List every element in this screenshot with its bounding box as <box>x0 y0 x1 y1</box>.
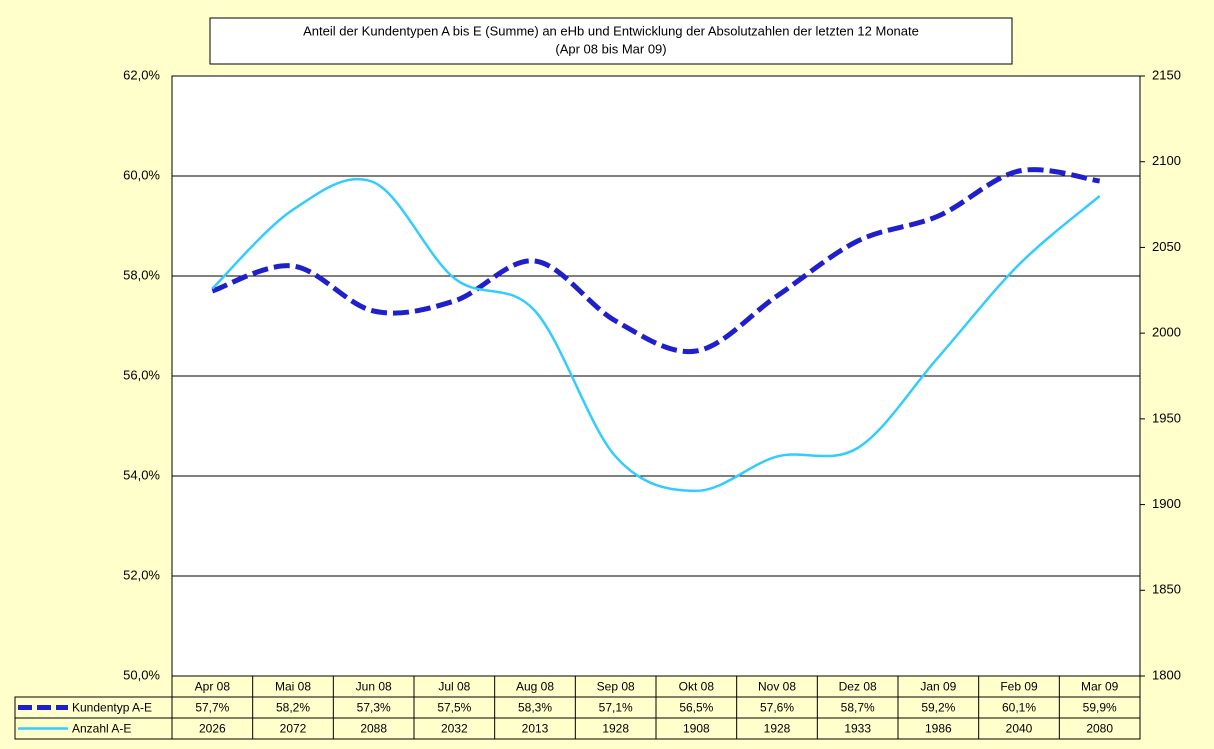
table-cell: 2040 <box>1006 722 1033 736</box>
x-tick-label: Feb 09 <box>1000 680 1038 694</box>
y-tick-label: 56,0% <box>123 367 160 382</box>
y2-tick-label: 1800 <box>1152 667 1181 682</box>
legend-label: Kundentyp A-E <box>72 701 152 715</box>
table-cell: 1986 <box>925 722 952 736</box>
table-cell: 1908 <box>683 722 710 736</box>
y2-tick-label: 2050 <box>1152 239 1181 254</box>
y-tick-label: 62,0% <box>123 67 160 82</box>
legend-label: Anzahl A-E <box>72 722 131 736</box>
x-tick-label: Jun 08 <box>356 680 392 694</box>
chart-subtitle: (Apr 08 bis Mar 09) <box>555 41 666 56</box>
y-tick-label: 54,0% <box>123 467 160 482</box>
series-line <box>211 167 1101 355</box>
table-cell: 58,3% <box>518 701 552 715</box>
table-cell: 2080 <box>1086 722 1113 736</box>
y-tick-label: 50,0% <box>123 667 160 682</box>
table-cell: 56,5% <box>679 701 713 715</box>
y2-tick-label: 1850 <box>1152 582 1181 597</box>
table-cell: 57,7% <box>195 701 229 715</box>
y2-tick-label: 2000 <box>1152 325 1181 340</box>
chart-title: Anteil der Kundentypen A bis E (Summe) a… <box>303 23 919 38</box>
table-cell: 60,1% <box>1002 701 1036 715</box>
y-tick-label: 52,0% <box>123 567 160 582</box>
table-cell: 59,2% <box>921 701 955 715</box>
series-line <box>211 177 1101 493</box>
x-tick-label: Nov 08 <box>758 680 796 694</box>
table-cell: 1928 <box>602 722 629 736</box>
x-tick-label: Mar 09 <box>1081 680 1119 694</box>
y2-tick-label: 1950 <box>1152 410 1181 425</box>
x-tick-label: Dez 08 <box>839 680 877 694</box>
table-cell: 2032 <box>441 722 468 736</box>
table-cell: 58,7% <box>841 701 875 715</box>
table-cell: 2088 <box>360 722 387 736</box>
title-box <box>209 17 1013 65</box>
table-cell: 57,1% <box>599 701 633 715</box>
x-tick-label: Apr 08 <box>195 680 231 694</box>
y2-tick-label: 2100 <box>1152 153 1181 168</box>
table-cell: 57,5% <box>437 701 471 715</box>
x-tick-label: Aug 08 <box>516 680 554 694</box>
y-tick-label: 58,0% <box>123 267 160 282</box>
table-cell: 2013 <box>522 722 549 736</box>
x-tick-label: Jan 09 <box>920 680 956 694</box>
x-tick-label: Sep 08 <box>597 680 635 694</box>
table-cell: 1933 <box>844 722 871 736</box>
x-tick-label: Okt 08 <box>679 680 715 694</box>
x-tick-label: Jul 08 <box>438 680 470 694</box>
table-cell: 59,9% <box>1083 701 1117 715</box>
table-cell: 2072 <box>280 722 307 736</box>
x-tick-label: Mai 08 <box>275 680 311 694</box>
table-cell: 57,6% <box>760 701 794 715</box>
table-cell: 57,3% <box>357 701 391 715</box>
y-tick-label: 60,0% <box>123 167 160 182</box>
table-cell: 2026 <box>199 722 226 736</box>
table-cell: 58,2% <box>276 701 310 715</box>
y2-tick-label: 2150 <box>1152 67 1181 82</box>
y2-tick-label: 1900 <box>1152 496 1181 511</box>
table-cell: 1928 <box>764 722 791 736</box>
